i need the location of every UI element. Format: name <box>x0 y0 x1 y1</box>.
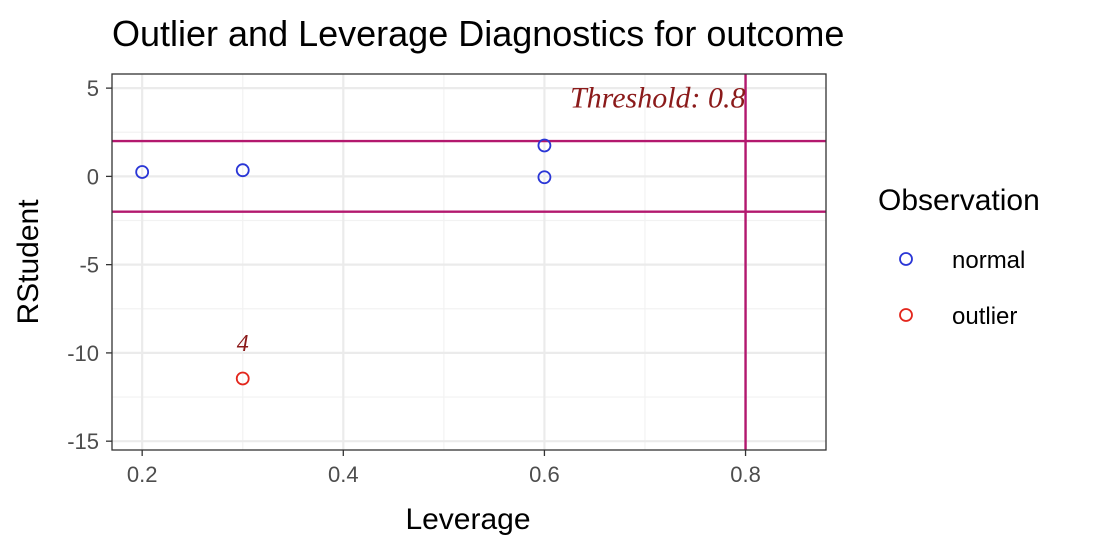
y-axis: 5 0 -5 -10 -15 <box>67 76 112 454</box>
y-axis-label: RStudent <box>12 199 45 325</box>
legend-label-normal: normal <box>952 247 1025 274</box>
plot-panel-background <box>112 74 826 450</box>
legend: Observation normal outlier <box>878 184 1040 330</box>
reference-lines <box>112 74 826 450</box>
x-axis-label: Leverage <box>405 503 530 536</box>
legend-title: Observation <box>878 184 1040 217</box>
x-tick-label: 0.4 <box>328 462 359 487</box>
threshold-annotation: Threshold: 0.8 <box>570 82 746 115</box>
x-axis: 0.2 0.4 0.6 0.8 <box>127 450 761 487</box>
legend-key-normal <box>899 252 913 266</box>
point-outlier <box>235 371 250 386</box>
legend-key-outlier <box>899 308 913 322</box>
x-tick-label: 0.6 <box>529 462 560 487</box>
chart-title: Outlier and Leverage Diagnostics for out… <box>112 13 844 54</box>
point-normal <box>135 165 150 179</box>
data-points <box>135 138 552 386</box>
y-tick-label: -10 <box>67 341 99 366</box>
x-tick-label: 0.2 <box>127 462 158 487</box>
legend-entries: normal outlier <box>899 247 1025 330</box>
y-tick-label: 0 <box>87 164 99 189</box>
point-normal <box>537 170 552 185</box>
point-normal <box>537 138 552 153</box>
outlier-label: 4 <box>237 331 249 357</box>
point-normal <box>235 163 250 178</box>
plot-panel-border <box>111 73 827 451</box>
x-tick-label: 0.8 <box>730 462 761 487</box>
y-tick-label: 5 <box>87 76 99 101</box>
legend-label-outlier: outlier <box>952 303 1017 330</box>
y-tick-label: -15 <box>67 429 99 454</box>
plot-panel: Threshold: 0.8 4 <box>111 73 827 451</box>
y-tick-label: -5 <box>79 253 99 278</box>
annotations: Threshold: 0.8 4 <box>237 82 746 358</box>
